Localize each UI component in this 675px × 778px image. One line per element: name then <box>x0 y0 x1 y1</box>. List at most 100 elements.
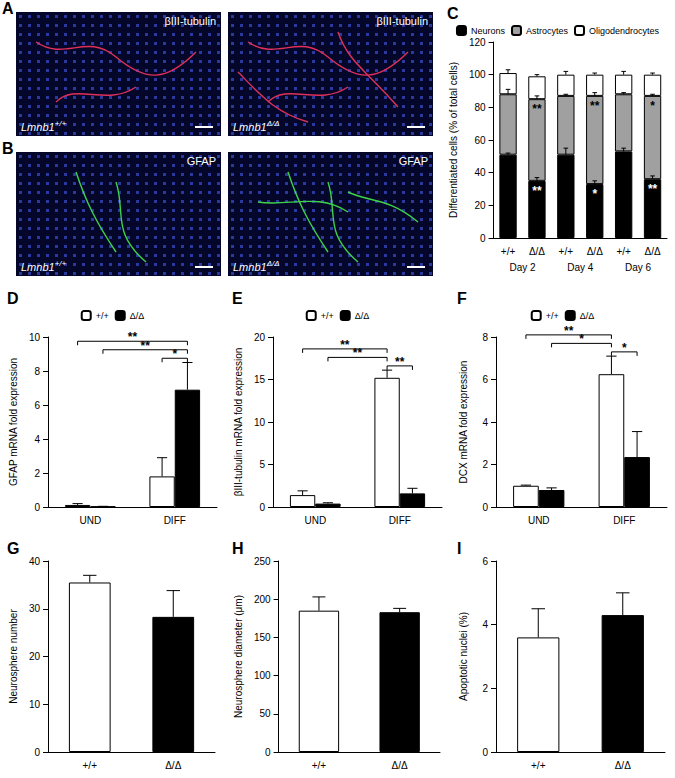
svg-text:8: 8 <box>34 366 40 377</box>
svg-text:2: 2 <box>482 459 488 470</box>
svg-text:Δ/Δ: Δ/Δ <box>615 760 631 771</box>
svg-text:**: ** <box>395 355 405 369</box>
svg-text:F: F <box>457 290 467 307</box>
svg-text:+/+: +/+ <box>83 760 98 771</box>
svg-text:6: 6 <box>34 400 40 411</box>
svg-text:4: 4 <box>482 417 488 428</box>
svg-text:0: 0 <box>34 747 40 758</box>
svg-text:20: 20 <box>474 200 486 211</box>
svg-text:G: G <box>7 540 19 557</box>
svg-text:6: 6 <box>482 556 488 567</box>
svg-text:+/+: +/+ <box>501 246 516 257</box>
svg-text:0: 0 <box>482 502 488 513</box>
svg-text:8: 8 <box>482 332 488 343</box>
svg-text:15: 15 <box>254 374 266 385</box>
svg-text:Neurosphere number: Neurosphere number <box>8 609 19 704</box>
html-text:Lmnb1+/+: Lmnb1+/+ <box>21 119 67 133</box>
svg-text:+/+: +/+ <box>531 760 546 771</box>
svg-text:+/+: +/+ <box>321 311 334 321</box>
svg-text:βIII-tubulin mRNA fold express: βIII-tubulin mRNA fold expression <box>233 348 244 497</box>
svg-text:10: 10 <box>254 417 266 428</box>
svg-text:20: 20 <box>254 332 266 343</box>
svg-text:2: 2 <box>482 683 488 694</box>
svg-text:DIFF: DIFF <box>164 515 186 526</box>
svg-text:Δ/Δ: Δ/Δ <box>529 246 545 257</box>
svg-text:100: 100 <box>254 670 271 681</box>
svg-text:+/+: +/+ <box>616 246 631 257</box>
svg-text:Δ/Δ: Δ/Δ <box>644 246 660 257</box>
svg-text:0: 0 <box>482 747 488 758</box>
svg-text:**: ** <box>590 99 600 113</box>
svg-text:*: * <box>650 99 655 113</box>
svg-text:4: 4 <box>34 434 40 445</box>
svg-text:Δ/Δ: Δ/Δ <box>587 246 603 257</box>
svg-text:Oligodendrocytes: Oligodendrocytes <box>589 26 660 36</box>
svg-text:10: 10 <box>29 699 41 710</box>
svg-text:I: I <box>457 540 461 557</box>
svg-text:0: 0 <box>259 502 265 513</box>
svg-text:0: 0 <box>34 502 40 513</box>
svg-text:*: * <box>592 187 597 201</box>
svg-text:60: 60 <box>474 135 486 146</box>
svg-text:E: E <box>232 290 243 307</box>
svg-text:**: ** <box>340 338 350 352</box>
svg-text:DIFF: DIFF <box>389 515 411 526</box>
svg-text:Δ/Δ: Δ/Δ <box>130 311 145 321</box>
svg-text:2: 2 <box>34 468 40 479</box>
svg-text:**: ** <box>128 330 138 344</box>
svg-text:+/+: +/+ <box>546 311 559 321</box>
svg-text:4: 4 <box>482 619 488 630</box>
svg-text:0: 0 <box>480 233 486 244</box>
svg-text:*: * <box>579 332 584 346</box>
svg-text:*: * <box>172 347 177 361</box>
svg-text:Δ/Δ: Δ/Δ <box>165 760 181 771</box>
svg-text:**: ** <box>648 182 658 196</box>
svg-text:GFAP mRNA fold expression: GFAP mRNA fold expression <box>8 358 19 486</box>
svg-text:DCX mRNA fold expression: DCX mRNA fold expression <box>458 361 469 484</box>
svg-text:100: 100 <box>469 69 486 80</box>
svg-text:Day 4: Day 4 <box>567 262 594 273</box>
svg-text:40: 40 <box>474 167 486 178</box>
svg-text:Day 6: Day 6 <box>625 262 652 273</box>
svg-text:+/+: +/+ <box>312 760 327 771</box>
svg-text:UND: UND <box>79 515 101 526</box>
svg-text:6: 6 <box>482 374 488 385</box>
svg-text:D: D <box>7 290 19 307</box>
svg-text:DIFF: DIFF <box>613 515 635 526</box>
html-text:Lmnb1+/+: Lmnb1+/+ <box>21 259 67 273</box>
svg-text:**: ** <box>532 102 542 116</box>
svg-text:Neurons: Neurons <box>471 26 506 36</box>
html-text:Lmnb1Δ/Δ: Lmnb1Δ/Δ <box>233 119 280 133</box>
svg-text:200: 200 <box>254 594 271 605</box>
svg-text:C: C <box>447 5 459 22</box>
svg-text:Astrocytes: Astrocytes <box>526 26 569 36</box>
svg-text:150: 150 <box>254 632 271 643</box>
svg-text:+/+: +/+ <box>96 311 109 321</box>
svg-text:Δ/Δ: Δ/Δ <box>355 311 370 321</box>
svg-text:40: 40 <box>29 556 41 567</box>
svg-text:120: 120 <box>469 37 486 48</box>
svg-text:Day 2: Day 2 <box>509 262 536 273</box>
svg-text:250: 250 <box>254 556 271 567</box>
svg-text:80: 80 <box>474 102 486 113</box>
svg-text:*: * <box>622 341 627 355</box>
svg-text:20: 20 <box>29 651 41 662</box>
svg-text:**: ** <box>564 324 574 338</box>
svg-text:Neurosphere diameter (μm): Neurosphere diameter (μm) <box>233 595 244 718</box>
svg-text:**: ** <box>532 184 542 198</box>
svg-text:Apoptotic nuclei (%): Apoptotic nuclei (%) <box>458 612 469 701</box>
svg-text:10: 10 <box>29 332 41 343</box>
svg-text:UND: UND <box>304 515 326 526</box>
svg-text:0: 0 <box>265 747 271 758</box>
svg-text:UND: UND <box>528 515 550 526</box>
svg-text:Δ/Δ: Δ/Δ <box>580 311 595 321</box>
svg-text:+/+: +/+ <box>559 246 574 257</box>
svg-text:30: 30 <box>29 603 41 614</box>
svg-text:Differentiated cells (% of tot: Differentiated cells (% of total cells) <box>448 62 459 218</box>
svg-text:5: 5 <box>259 459 265 470</box>
svg-text:H: H <box>232 540 244 557</box>
svg-text:**: ** <box>353 346 363 360</box>
svg-text:50: 50 <box>259 708 271 719</box>
svg-text:**: ** <box>141 339 151 353</box>
svg-text:Δ/Δ: Δ/Δ <box>392 760 408 771</box>
